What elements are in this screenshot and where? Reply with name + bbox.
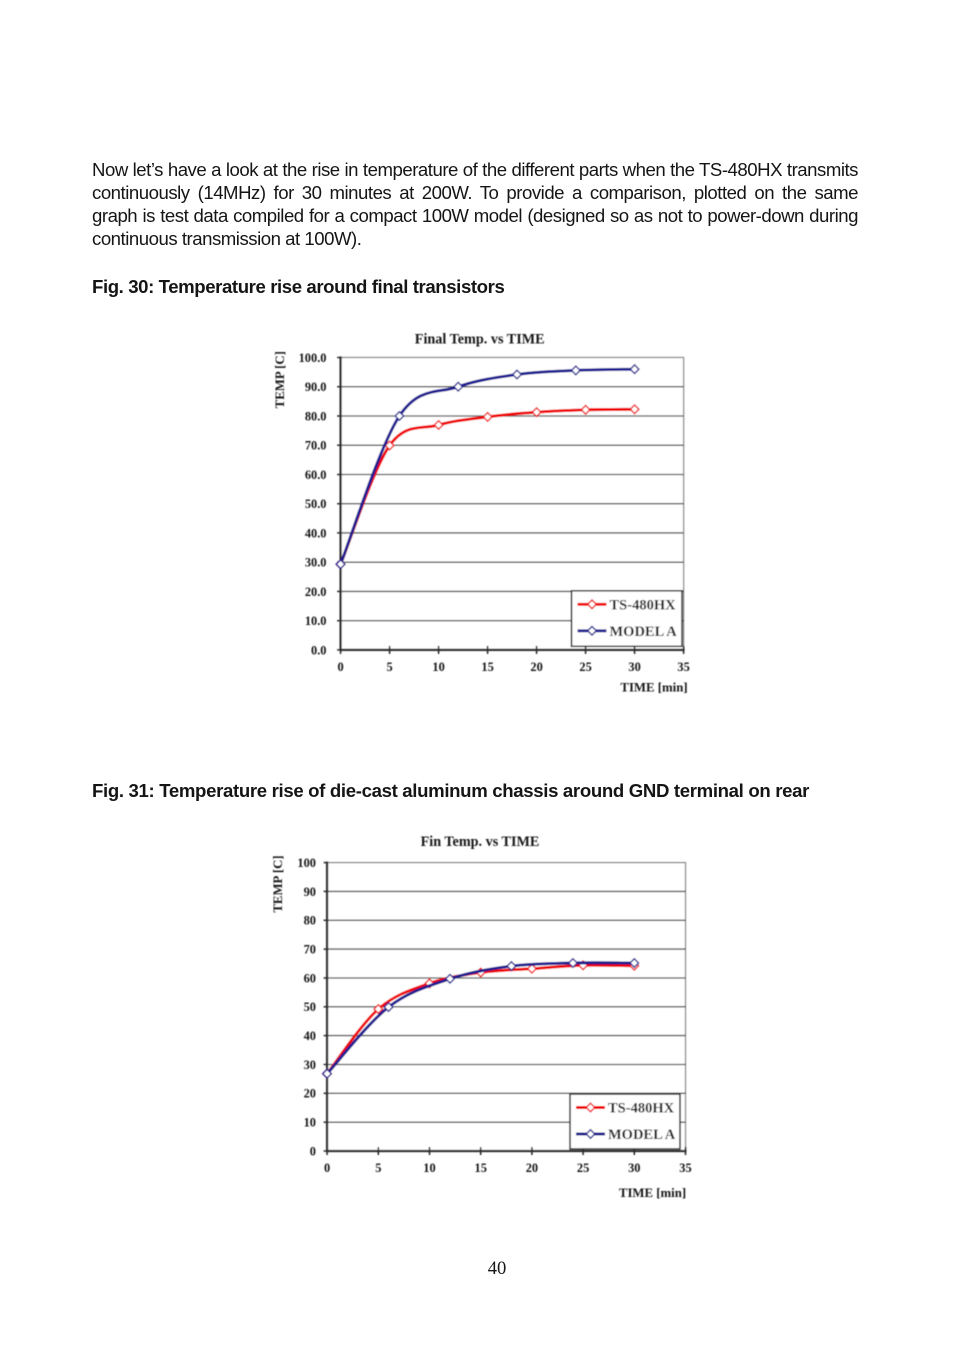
svg-text:0: 0 — [310, 1144, 316, 1158]
svg-text:Fin Temp. vs TIME: Fin Temp. vs TIME — [421, 834, 540, 850]
svg-text:5: 5 — [386, 660, 392, 674]
svg-text:20: 20 — [530, 660, 542, 674]
svg-text:60: 60 — [304, 971, 316, 985]
svg-text:0: 0 — [324, 1161, 330, 1175]
svg-text:35: 35 — [679, 1161, 691, 1175]
svg-text:20: 20 — [526, 1161, 538, 1175]
svg-text:10: 10 — [304, 1116, 316, 1130]
svg-text:60.0: 60.0 — [305, 468, 327, 482]
svg-text:100.0: 100.0 — [299, 351, 327, 365]
svg-text:MODEL A: MODEL A — [610, 624, 678, 640]
svg-text:90: 90 — [304, 885, 316, 899]
svg-text:TIME [min]: TIME [min] — [620, 681, 687, 695]
svg-text:80: 80 — [304, 914, 316, 928]
svg-text:10: 10 — [432, 660, 444, 674]
svg-text:MODEL A: MODEL A — [608, 1127, 676, 1143]
svg-text:15: 15 — [481, 660, 493, 674]
svg-text:Final Temp. vs TIME: Final Temp. vs TIME — [415, 332, 545, 348]
svg-text:40.0: 40.0 — [305, 526, 327, 540]
svg-text:25: 25 — [577, 1161, 589, 1175]
svg-text:25: 25 — [579, 660, 591, 674]
svg-text:30.0: 30.0 — [305, 556, 327, 570]
svg-text:40: 40 — [304, 1029, 316, 1043]
svg-text:30: 30 — [304, 1058, 316, 1072]
svg-text:10: 10 — [423, 1161, 435, 1175]
svg-text:70: 70 — [304, 943, 316, 957]
svg-text:35: 35 — [677, 660, 689, 674]
svg-text:TS-480HX: TS-480HX — [610, 597, 677, 613]
svg-text:30: 30 — [628, 1161, 640, 1175]
svg-text:10.0: 10.0 — [305, 614, 327, 628]
svg-text:TEMP [C]: TEMP [C] — [271, 855, 285, 912]
svg-text:90.0: 90.0 — [305, 380, 327, 394]
svg-text:20: 20 — [304, 1087, 316, 1101]
svg-text:5: 5 — [375, 1161, 381, 1175]
svg-text:50.0: 50.0 — [305, 497, 327, 511]
svg-text:50: 50 — [304, 1000, 316, 1014]
svg-text:15: 15 — [475, 1161, 487, 1175]
svg-text:TS-480HX: TS-480HX — [608, 1101, 675, 1117]
svg-text:TIME [min]: TIME [min] — [619, 1186, 686, 1200]
svg-text:100: 100 — [297, 856, 316, 870]
svg-text:0.0: 0.0 — [311, 643, 327, 657]
svg-text:70.0: 70.0 — [305, 439, 327, 453]
svg-text:TEMP [C]: TEMP [C] — [273, 351, 287, 408]
svg-text:0: 0 — [337, 660, 343, 674]
svg-text:80.0: 80.0 — [305, 409, 327, 423]
svg-text:30: 30 — [628, 660, 640, 674]
svg-text:20.0: 20.0 — [305, 585, 327, 599]
